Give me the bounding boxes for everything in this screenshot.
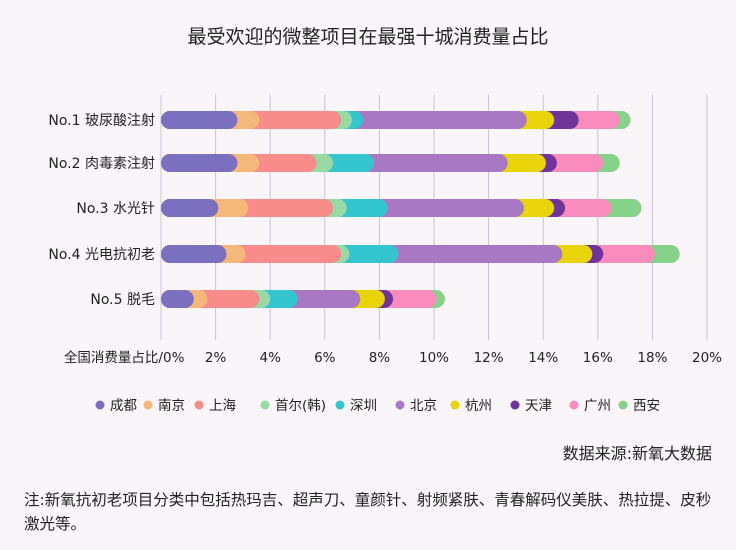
- category-label: No.1 玻尿酸注射: [48, 113, 155, 129]
- legend-marker: [450, 400, 460, 410]
- legend-marker: [260, 400, 270, 410]
- x-tick-label: 4%: [259, 350, 281, 366]
- legend-marker: [335, 400, 345, 410]
- x-axis-label: 全国消费量占比/: [64, 349, 163, 366]
- category-label: No.2 肉毒素注射: [48, 156, 155, 172]
- bar-segment: [161, 199, 219, 217]
- legend-label: 天津: [525, 398, 552, 414]
- legend-marker: [618, 400, 628, 410]
- legend-label: 西安: [633, 398, 660, 414]
- x-tick-label: 0%: [163, 350, 185, 366]
- legend-marker: [95, 400, 105, 410]
- x-tick-label: 20%: [692, 350, 722, 366]
- legend-marker: [510, 400, 520, 410]
- category-label: No.5 脱毛: [90, 292, 155, 308]
- legend-label: 南京: [158, 398, 185, 414]
- footnote: 注:新氧抗初老项目分类中包括热玛吉、超声刀、童颜针、射频紧肤、青春解码仪美肤、热…: [24, 491, 712, 533]
- legend-label: 北京: [410, 398, 437, 414]
- bar-segment: [161, 111, 238, 129]
- bar-segment: [161, 245, 227, 263]
- x-tick-label: 18%: [637, 350, 667, 366]
- legend-label: 首尔(韩): [275, 398, 326, 414]
- legend-marker: [569, 400, 579, 410]
- x-tick-label: 8%: [369, 350, 391, 366]
- x-tick-label: 2%: [205, 350, 227, 366]
- x-tick-label: 14%: [528, 350, 558, 366]
- data-source: 数据来源:新氧大数据: [562, 444, 712, 463]
- legend-label: 深圳: [350, 398, 377, 414]
- bar-segment: [161, 154, 238, 172]
- x-tick-label: 12%: [474, 350, 504, 366]
- legend-label: 成都: [110, 398, 137, 414]
- x-tick-label: 10%: [419, 350, 449, 366]
- chart-title: 最受欢迎的微整项目在最强十城消费量占比: [187, 26, 549, 48]
- legend-marker: [395, 400, 405, 410]
- bar-segment: [161, 290, 194, 308]
- legend-marker: [194, 400, 204, 410]
- x-tick-label: 16%: [583, 350, 613, 366]
- stacked-bar-chart: 0% 2% 4% 6% 8% 10% 12% 14% 16% 18% 20% 全国消费量占比/No.1…: [48, 95, 722, 414]
- category-label: No.4 光电抗初老: [48, 246, 155, 263]
- legend-marker: [143, 400, 153, 410]
- legend-label: 杭州: [465, 398, 492, 414]
- legend-label: 广州: [584, 398, 611, 414]
- category-label: No.3 水光针: [76, 201, 155, 217]
- legend-label: 上海: [209, 398, 236, 414]
- x-tick-label: 6%: [314, 350, 336, 366]
